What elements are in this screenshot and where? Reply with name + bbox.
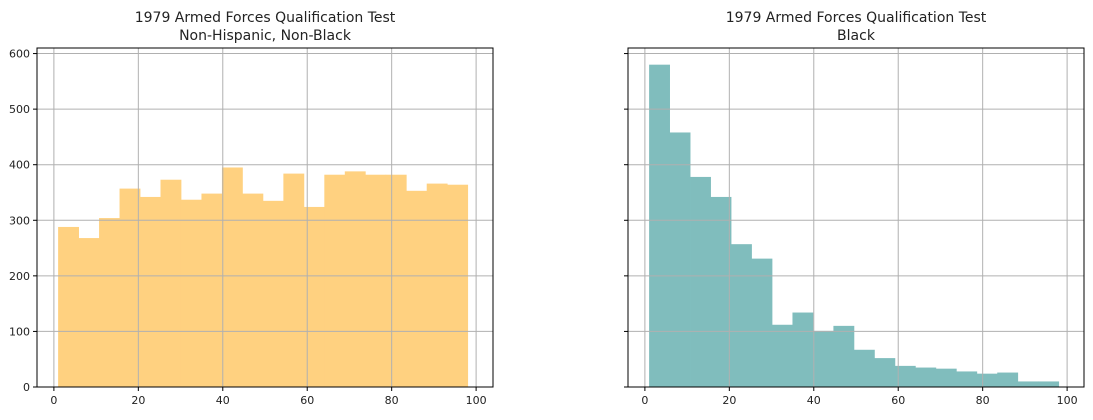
histogram-bar — [792, 312, 814, 387]
y-tick-label: 300 — [9, 214, 30, 227]
histogram-bar — [812, 330, 834, 387]
histogram-bar — [669, 132, 691, 387]
histogram-bar — [303, 206, 325, 387]
y-tick-label: 0 — [23, 381, 30, 394]
histogram-bar — [426, 183, 448, 387]
histogram-bar — [119, 188, 141, 387]
histogram-bar — [447, 184, 469, 387]
x-tick-label: 100 — [466, 394, 487, 407]
x-tick-label: 60 — [891, 394, 905, 407]
y-tick-label: 600 — [9, 48, 30, 61]
histogram-bars — [58, 167, 469, 387]
chart-subtitle: Non-Hispanic, Non-Black — [179, 28, 352, 44]
histogram-bar — [771, 324, 793, 387]
x-tick-label: 80 — [385, 394, 399, 407]
x-tick-label: 100 — [1057, 394, 1078, 407]
plot-frame — [627, 47, 1085, 388]
histogram-bar — [1038, 381, 1060, 387]
histogram-panel-non-hispanic-non-black: 1979 Armed Forces Qualification Test Non… — [9, 10, 494, 407]
y-tick-label: 100 — [9, 325, 30, 338]
x-axis: 0 20 40 60 80 100 — [641, 387, 1078, 407]
x-tick-label: 0 — [50, 394, 57, 407]
histogram-bars — [649, 64, 1060, 388]
histogram-bar — [874, 358, 896, 387]
histogram-bar — [956, 371, 978, 387]
x-tick-label: 20 — [722, 394, 736, 407]
histogram-bar — [140, 196, 161, 387]
histogram-bar — [242, 193, 264, 387]
histogram-bar — [853, 349, 875, 387]
histogram-bar — [997, 372, 1019, 387]
histogram-bar — [690, 176, 711, 387]
histogram-bar — [221, 167, 243, 387]
x-tick-label: 40 — [216, 394, 230, 407]
histogram-bar — [160, 179, 182, 387]
histogram-bar — [283, 173, 305, 387]
histogram-bar — [99, 218, 120, 387]
chart-title: 1979 Armed Forces Qualification Test — [726, 10, 987, 26]
histogram-bar — [262, 200, 284, 387]
y-tick-label: 500 — [9, 103, 30, 116]
x-axis: 0 20 40 60 80 100 — [50, 387, 487, 407]
y-tick-label: 200 — [9, 270, 30, 283]
histogram-bar — [1017, 381, 1039, 387]
histogram-bar — [344, 171, 366, 387]
histogram-bar — [976, 373, 998, 387]
histogram-bar — [731, 244, 752, 387]
chart-subtitle: Black — [837, 28, 876, 44]
histogram-bar — [649, 64, 670, 388]
histogram-bar — [406, 190, 428, 387]
x-tick-label: 60 — [300, 394, 314, 407]
histogram-bar — [180, 199, 202, 387]
histogram-bar — [201, 193, 223, 387]
histogram-bar — [833, 325, 855, 387]
histogram-bar — [58, 226, 79, 387]
x-tick-label: 20 — [131, 394, 145, 407]
chart-title: 1979 Armed Forces Qualification Test — [135, 10, 396, 26]
histogram-bar — [324, 174, 346, 387]
histogram-bar — [710, 196, 732, 387]
histogram-bar — [385, 174, 407, 387]
histogram-bar — [78, 238, 100, 387]
x-tick-label: 40 — [807, 394, 821, 407]
y-axis: 0 100 200 300 400 500 600 — [9, 48, 37, 394]
x-tick-label: 0 — [641, 394, 648, 407]
histogram-bar — [365, 174, 387, 387]
histogram-bar — [935, 368, 957, 387]
plot-frame — [36, 47, 494, 388]
histogram-bar — [894, 365, 916, 387]
y-axis — [624, 53, 628, 388]
histogram-bar — [751, 258, 773, 387]
x-tick-label: 80 — [976, 394, 990, 407]
histogram-bar — [915, 367, 937, 387]
histogram-panel-black: 1979 Armed Forces Qualification Test Bla… — [624, 10, 1085, 407]
y-tick-label: 400 — [9, 159, 30, 172]
